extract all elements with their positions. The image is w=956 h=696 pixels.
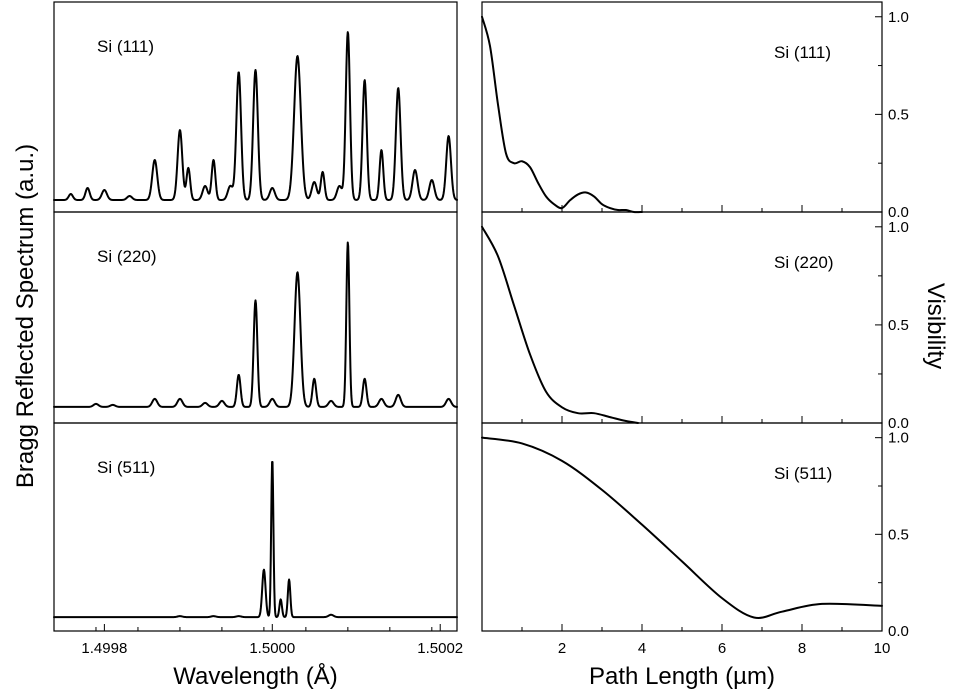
spectrum-panel-frame — [53, 422, 458, 632]
spectrum-panel-1: Si (111) — [53, 1, 458, 213]
spectrum-curve — [53, 241, 458, 408]
visibility-panel-frame — [481, 422, 883, 632]
visibility-tick-label: 1.0 — [888, 430, 909, 447]
path-length-tick-label: 8 — [798, 640, 806, 657]
path-length-tick-label: 4 — [638, 640, 646, 657]
wavelength-axis-label: Wavelength (Å) — [173, 662, 338, 690]
wavelength-tick-label: 1.4998 — [81, 640, 127, 657]
visibility-curve — [481, 225, 639, 424]
spectrum-panel-2: Si (220) — [53, 211, 458, 424]
visibility-panels: Si (111)0.00.51.0Si (220)0.00.51.0Si (51… — [481, 1, 909, 657]
visibility-panel-label: Si (511) — [774, 464, 832, 483]
visibility-tick-label: 1.0 — [888, 219, 909, 236]
visibility-panel-label: Si (220) — [774, 253, 834, 272]
spectrum-panel-3: Si (511) 1.4998 1.5000 1.5002 — [53, 422, 463, 657]
spectrum-panels: Si (111) Si (220) Si (511) 1.4998 1.5000 1.50… — [53, 1, 463, 657]
visibility-panel-label: Si (111) — [774, 43, 831, 62]
wavelength-tick-label: 1.5002 — [417, 640, 463, 657]
spectrum-panel-label: Si (220) — [97, 247, 157, 266]
visibility-panel-2: Si (220) 0.0 0.5 1.0 — [481, 211, 909, 432]
visibility-tick-label: 0.0 — [888, 623, 909, 640]
visibility-tick-label: 0.5 — [888, 106, 909, 123]
visibility-axis-label: Visibility — [922, 283, 949, 369]
visibility-tick-label: 0.5 — [888, 317, 909, 334]
path-length-tick-label: 2 — [558, 640, 566, 657]
spectrum-panel-label: Si (511) — [97, 458, 155, 477]
spectrum-panel-frame — [53, 211, 458, 424]
visibility-panel-3: Si (511) 0.0 0.5 1.0 2 4 6 8 10 — [481, 422, 909, 657]
visibility-tick-label: 0.5 — [888, 526, 909, 543]
visibility-panel-frame — [481, 211, 883, 424]
visibility-tick-label: 0.0 — [888, 204, 909, 221]
wavelength-tick-label: 1.5000 — [249, 640, 295, 657]
spectrum-panel-label: Si (111) — [97, 37, 154, 56]
path-length-tick-label: 6 — [718, 640, 726, 657]
path-length-tick-label: 10 — [874, 640, 891, 657]
spectrum-curve — [53, 31, 458, 201]
visibility-curve — [481, 15, 643, 214]
visibility-tick-label: 0.0 — [888, 415, 909, 432]
spectrum-axis-label: Bragg Reflected Spectrum (a.u.) — [12, 144, 39, 488]
visibility-panel-frame — [481, 1, 883, 213]
visibility-tick-label: 1.0 — [888, 9, 909, 26]
visibility-panel-1: Si (111) 0.0 0.5 1.0 — [481, 1, 909, 221]
visibility-curve — [481, 436, 883, 619]
path-length-axis-label: Path Length (µm) — [589, 663, 775, 690]
spectrum-curve — [53, 461, 458, 619]
